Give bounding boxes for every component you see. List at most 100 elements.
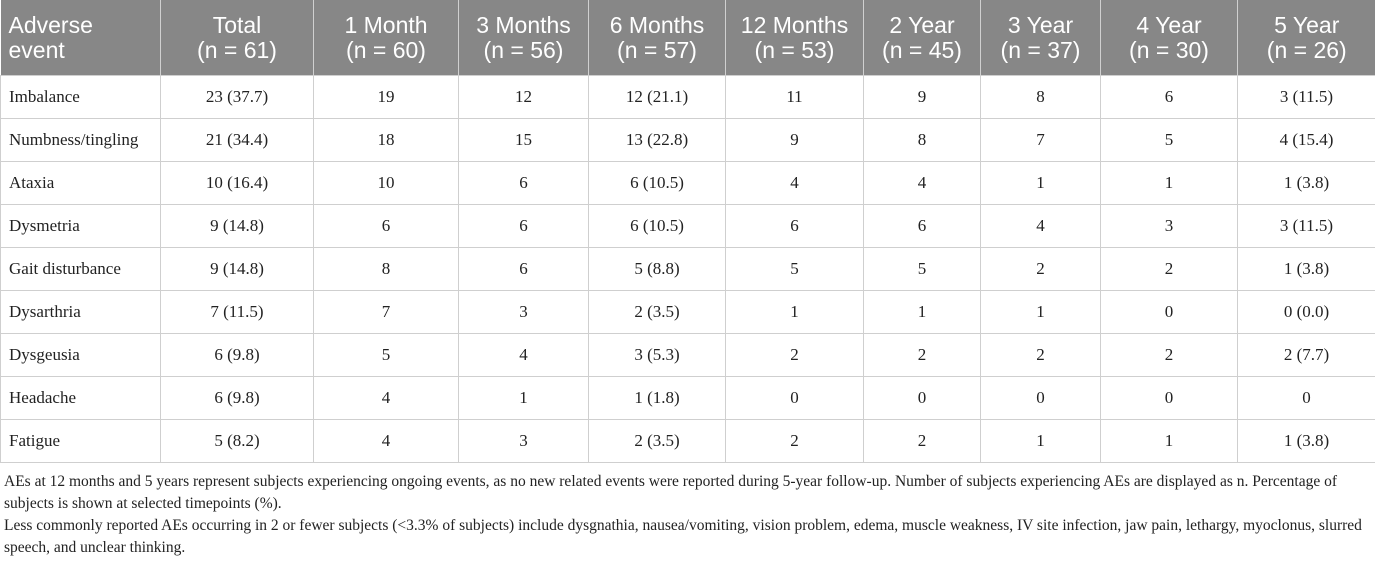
header-cell: 6 Months (n = 57) bbox=[588, 0, 726, 76]
cell: 9 bbox=[863, 75, 981, 119]
header-cell: 12 Months (n = 53) bbox=[725, 0, 864, 76]
cell: 6 (10.5) bbox=[588, 161, 726, 205]
cell: 6 bbox=[458, 161, 589, 205]
cell: 5 bbox=[1100, 118, 1238, 162]
cell: 3 bbox=[458, 419, 589, 463]
cell: 2 bbox=[1100, 333, 1238, 377]
event-name: Ataxia bbox=[0, 161, 161, 205]
cell: 4 (15.4) bbox=[1237, 118, 1375, 162]
cell: 0 bbox=[1237, 376, 1375, 420]
event-name: Headache bbox=[0, 376, 161, 420]
cell: 0 bbox=[863, 376, 981, 420]
cell: 1 bbox=[980, 161, 1101, 205]
table-row: Ataxia 10 (16.4) 10 6 6 (10.5) 4 4 1 1 1 (3.8) bbox=[0, 161, 1375, 205]
cell: 23 (37.7) bbox=[160, 75, 314, 119]
cell: 5 bbox=[313, 333, 459, 377]
header-line: (n = 26) bbox=[1266, 36, 1347, 63]
cell: 4 bbox=[313, 376, 459, 420]
cell: 3 bbox=[1100, 204, 1238, 248]
cell: 1 bbox=[458, 376, 589, 420]
cell: 3 (5.3) bbox=[588, 333, 726, 377]
cell: 12 (21.1) bbox=[588, 75, 726, 119]
table-row: Gait disturbance 9 (14.8) 8 6 5 (8.8) 5 5 2 2 1 (… bbox=[0, 247, 1375, 291]
table-row: Imbalance 23 (37.7) 19 12 12 (21.1) 11 9 8 6 3 (1… bbox=[0, 75, 1375, 119]
event-name: Dysmetria bbox=[0, 204, 161, 248]
cell: 8 bbox=[863, 118, 981, 162]
cell: 1 (1.8) bbox=[588, 376, 726, 420]
cell: 6 bbox=[863, 204, 981, 248]
header-line: Total bbox=[212, 11, 262, 38]
cell: 0 bbox=[980, 376, 1101, 420]
cell: 6 (9.8) bbox=[160, 333, 314, 377]
cell: 3 bbox=[458, 290, 589, 334]
cell: 2 bbox=[863, 333, 981, 377]
cell: 2 (3.5) bbox=[588, 290, 726, 334]
cell: 21 (34.4) bbox=[160, 118, 314, 162]
cell: 7 (11.5) bbox=[160, 290, 314, 334]
cell: 7 bbox=[313, 290, 459, 334]
cell: 1 bbox=[980, 290, 1101, 334]
header-line: event bbox=[8, 36, 65, 63]
header-line: 1 Month bbox=[344, 11, 428, 38]
footnotes: AEs at 12 months and 5 years represent s… bbox=[0, 463, 1375, 559]
event-name: Imbalance bbox=[0, 75, 161, 119]
cell: 5 bbox=[863, 247, 981, 291]
cell: 9 (14.8) bbox=[160, 204, 314, 248]
cell: 2 bbox=[1100, 247, 1238, 291]
header-cell: 3 Months (n = 56) bbox=[458, 0, 589, 76]
header-line: (n = 45) bbox=[882, 36, 962, 63]
cell: 2 bbox=[725, 419, 864, 463]
header-line: (n = 30) bbox=[1129, 36, 1209, 63]
cell: 10 (16.4) bbox=[160, 161, 314, 205]
cell: 9 bbox=[725, 118, 864, 162]
cell: 2 bbox=[725, 333, 864, 377]
header-cell: Adverse event bbox=[0, 0, 161, 76]
event-name: Gait disturbance bbox=[0, 247, 161, 291]
cell: 3 (11.5) bbox=[1237, 204, 1375, 248]
cell: 4 bbox=[313, 419, 459, 463]
cell: 2 (3.5) bbox=[588, 419, 726, 463]
header-cell: Total (n = 61) bbox=[160, 0, 314, 76]
table-body: Imbalance 23 (37.7) 19 12 12 (21.1) 11 9 8 6 3 (1… bbox=[0, 75, 1375, 463]
cell: 2 bbox=[980, 247, 1101, 291]
cell: 10 bbox=[313, 161, 459, 205]
header-cell: 5 Year (n = 26) bbox=[1237, 0, 1375, 76]
table-row: Numbness/tingling 21 (34.4) 18 15 13 (22.8) 9… bbox=[0, 118, 1375, 162]
header-line: 6 Months bbox=[609, 11, 705, 38]
event-name: Dysgeusia bbox=[0, 333, 161, 377]
cell: 1 (3.8) bbox=[1237, 247, 1375, 291]
cell: 6 bbox=[313, 204, 459, 248]
cell: 2 bbox=[863, 419, 981, 463]
cell: 6 bbox=[725, 204, 864, 248]
cell: 0 (0.0) bbox=[1237, 290, 1375, 334]
table-header: Adverse event Total (n = 61) 1 Month (n = 60)… bbox=[0, 0, 1375, 76]
header-line: 12 Months bbox=[740, 11, 849, 38]
cell: 1 bbox=[1100, 161, 1238, 205]
header-line: (n = 37) bbox=[1000, 36, 1081, 63]
header-line: 4 Year bbox=[1136, 11, 1202, 38]
header-line: 3 Year bbox=[1007, 11, 1074, 38]
header-line: (n = 60) bbox=[346, 36, 426, 63]
cell: 1 bbox=[863, 290, 981, 334]
cell: 9 (14.8) bbox=[160, 247, 314, 291]
cell: 4 bbox=[863, 161, 981, 205]
cell: 8 bbox=[980, 75, 1101, 119]
cell: 1 (3.8) bbox=[1237, 161, 1375, 205]
cell: 3 (11.5) bbox=[1237, 75, 1375, 119]
cell: 18 bbox=[313, 118, 459, 162]
cell: 8 bbox=[313, 247, 459, 291]
event-name: Fatigue bbox=[0, 419, 161, 463]
cell: 0 bbox=[1100, 290, 1238, 334]
header-cell: 1 Month (n = 60) bbox=[313, 0, 459, 76]
cell: 5 (8.8) bbox=[588, 247, 726, 291]
header-cell: 3 Year (n = 37) bbox=[980, 0, 1101, 76]
cell: 6 bbox=[458, 204, 589, 248]
cell: 4 bbox=[980, 204, 1101, 248]
ae-table: Adverse event Total (n = 61) 1 Month (n = 60)… bbox=[0, 0, 1375, 463]
event-name: Dysarthria bbox=[0, 290, 161, 334]
header-line: (n = 57) bbox=[617, 36, 697, 63]
cell: 15 bbox=[458, 118, 589, 162]
table-row: Headache 6 (9.8) 4 1 1 (1.8) 0 0 0 0 0 bbox=[0, 376, 1375, 420]
cell: 7 bbox=[980, 118, 1101, 162]
cell: 13 (22.8) bbox=[588, 118, 726, 162]
